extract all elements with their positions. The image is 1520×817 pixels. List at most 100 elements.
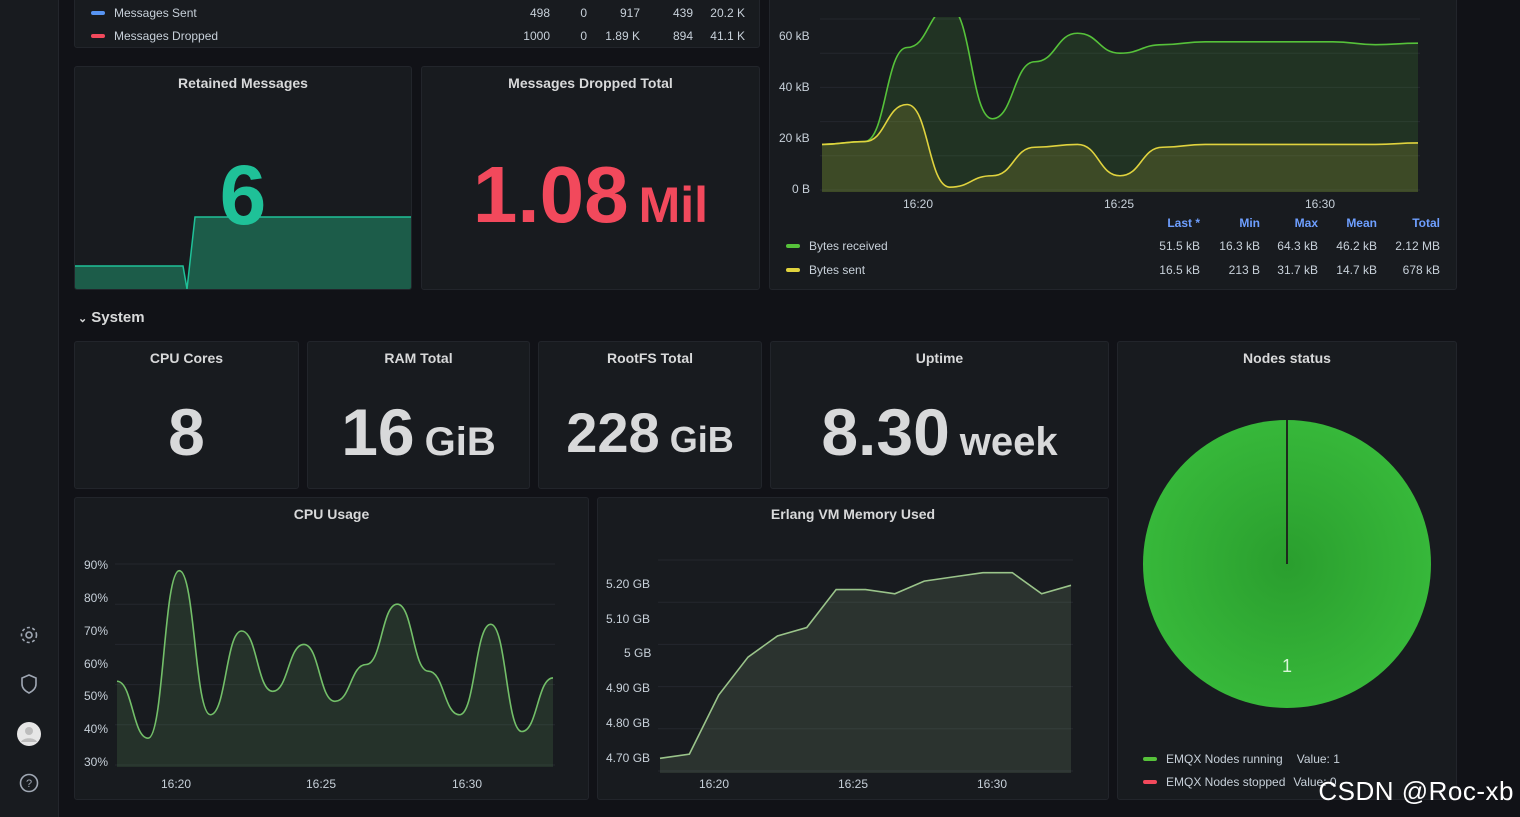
series-swatch [91, 34, 105, 38]
panel-title: Retained Messages [178, 75, 308, 91]
shield-icon[interactable] [16, 671, 42, 697]
legend-bytes-sent[interactable]: Bytes sent [786, 263, 865, 277]
series-line[interactable] [116, 569, 554, 740]
table-cell: 1.89 K [605, 29, 640, 43]
series-swatch [786, 244, 800, 248]
series-swatch [91, 11, 105, 15]
legend-messages-sent[interactable]: Messages Sent [91, 6, 197, 20]
y-tick: 60 kB [779, 29, 810, 43]
pie-slice-label: 1 [1282, 656, 1292, 676]
legend-label: EMQX Nodes stopped [1166, 775, 1286, 789]
x-tick: 16:30 [1305, 197, 1336, 211]
legend-label: Bytes sent [809, 263, 866, 277]
cpu-usage-panel: CPU Usage 90% 80% 70% 60% 50% 40% 30% 16… [74, 497, 589, 800]
dropped-value: 1.08 Mil [422, 149, 759, 241]
table-header[interactable]: Mean [1346, 216, 1377, 230]
table-cell: 917 [619, 6, 640, 20]
table-cell: 498 [529, 6, 550, 20]
y-tick: 30% [84, 755, 109, 769]
table-cell: 0 [580, 29, 587, 43]
stat-unit: GiB [424, 420, 496, 464]
ram-total-value: 16 GiB [308, 394, 529, 470]
y-tick: 5 GB [624, 646, 652, 660]
series-area [660, 572, 1071, 773]
y-tick: 4.80 GB [606, 716, 651, 730]
legend-label: Messages Sent [114, 6, 197, 20]
panel-title: CPU Cores [149, 350, 224, 366]
table-header[interactable]: Last * [1167, 216, 1200, 230]
x-tick: 16:25 [306, 777, 337, 791]
table-cell: 213 B [1228, 263, 1260, 277]
stat-number: 8.30 [821, 395, 950, 469]
y-tick: 90% [84, 558, 109, 572]
table-cell: 31.7 kB [1277, 263, 1318, 277]
table-cell: 14.7 kB [1336, 263, 1377, 277]
y-tick: 5.20 GB [606, 577, 651, 591]
x-tick: 16:25 [1104, 197, 1135, 211]
panel-title: RootFS Total [606, 350, 694, 366]
legend-label: Bytes received [809, 239, 888, 253]
table-cell: 46.2 kB [1336, 239, 1377, 253]
ram-total-panel: RAM Total 16 GiB [307, 341, 530, 489]
y-tick: 60% [84, 657, 109, 671]
y-tick: 70% [84, 624, 109, 638]
bytes-panel: 60 kB 40 kB 20 kB 0 B 16:20 16:25 16:30 … [769, 0, 1457, 290]
messages-table-panel: Messages Sent 498 0 917 439 20.2 K Messa… [74, 0, 760, 48]
cpu-cores-value: 8 [75, 394, 298, 470]
y-tick: 4.70 GB [606, 751, 651, 765]
x-tick: 16:30 [977, 777, 1008, 791]
series-line[interactable] [821, 103, 1419, 188]
retained-messages-panel: Retained Messages 6 [74, 66, 412, 290]
x-tick: 16:20 [161, 777, 192, 791]
series-line[interactable] [821, 17, 1419, 146]
table-cell: 1000 [523, 29, 550, 43]
bytes-plot [820, 17, 1420, 192]
legend-value: Value: 0 [1293, 775, 1337, 789]
y-tick: 50% [84, 689, 109, 703]
series-area [822, 17, 1418, 192]
panel-title: RAM Total [384, 350, 453, 366]
x-tick: 16:25 [838, 777, 869, 791]
nodes-pie: 1 [1143, 420, 1431, 708]
legend-nodes-stopped[interactable]: EMQX Nodes stopped Value: 0 [1143, 775, 1337, 789]
table-cell: 20.2 K [710, 6, 745, 20]
watermark: CSDN @Roc-xb [1318, 776, 1514, 806]
legend-bytes-received[interactable]: Bytes received [786, 239, 888, 253]
stat-unit: week [959, 420, 1058, 464]
y-tick: 5.10 GB [606, 612, 651, 626]
rootfs-total-value: 228 GiB [539, 400, 761, 465]
table-header[interactable]: Max [1294, 216, 1318, 230]
uptime-value: 8.30 week [771, 394, 1108, 470]
panel-title: Erlang VM Memory Used [770, 506, 936, 522]
legend-value: Value: 1 [1296, 752, 1340, 766]
series-area [117, 570, 553, 767]
stat-number: 1.08 [472, 150, 629, 239]
legend-label: EMQX Nodes running [1166, 752, 1283, 766]
chevron-down-icon: ⌄ [78, 313, 88, 325]
avatar[interactable] [16, 721, 42, 747]
y-tick: 40% [84, 722, 109, 736]
svg-text:?: ? [26, 778, 32, 790]
help-icon[interactable]: ? [16, 770, 42, 796]
stat-number: 8 [168, 395, 205, 469]
gear-icon[interactable] [16, 622, 42, 648]
panel-title: CPU Usage [293, 506, 370, 522]
table-cell: 439 [672, 6, 693, 20]
y-tick: 80% [84, 591, 109, 605]
panel-title: Uptime [915, 350, 964, 366]
y-tick: 4.90 GB [606, 681, 651, 695]
x-tick: 16:20 [699, 777, 730, 791]
table-cell: 51.5 kB [1159, 239, 1200, 253]
legend-messages-dropped[interactable]: Messages Dropped [91, 29, 218, 43]
section-system[interactable]: ⌄ System [78, 309, 145, 326]
y-tick: 20 kB [779, 131, 810, 145]
legend-nodes-running[interactable]: EMQX Nodes running Value: 1 [1143, 752, 1340, 766]
erlang-memory-panel: Erlang VM Memory Used 5.20 GB 5.10 GB 5 … [597, 497, 1109, 800]
retained-value: 6 [219, 148, 267, 242]
table-header[interactable]: Total [1412, 216, 1440, 230]
table-cell: 0 [580, 6, 587, 20]
table-cell: 64.3 kB [1277, 239, 1318, 253]
rootfs-total-panel: RootFS Total 228 GiB [538, 341, 762, 489]
table-cell: 678 kB [1402, 263, 1440, 277]
table-header[interactable]: Min [1239, 216, 1260, 230]
